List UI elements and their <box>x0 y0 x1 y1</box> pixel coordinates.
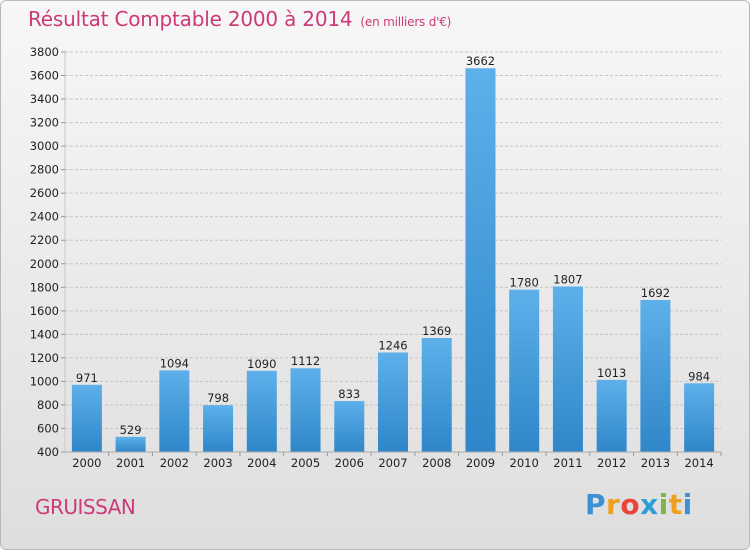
value-label-2006: 833 <box>338 387 360 401</box>
y-tick-label: 3000 <box>30 139 59 153</box>
value-label-2014: 984 <box>688 369 710 383</box>
bar-2009 <box>465 68 496 452</box>
y-tick-label: 3400 <box>30 92 59 106</box>
y-tick-label: 3600 <box>30 69 59 83</box>
value-label-2009: 3662 <box>466 54 495 68</box>
x-tick-label-2012: 2012 <box>597 456 626 470</box>
bar-2013 <box>640 300 671 452</box>
bar-2003 <box>203 405 234 452</box>
logo-letter: P <box>585 488 607 521</box>
value-label-2011: 1807 <box>553 272 582 286</box>
title-text: Résultat Comptable 2000 à 2014 <box>28 7 353 31</box>
x-tick-label-2004: 2004 <box>247 456 276 470</box>
logo-letter: t <box>668 488 683 521</box>
y-tick-label: 3800 <box>30 45 59 59</box>
x-tick-label-2003: 2003 <box>203 456 232 470</box>
x-tick-label-2005: 2005 <box>291 456 320 470</box>
y-tick-label: 1800 <box>30 280 59 294</box>
x-tick-label-2006: 2006 <box>335 456 364 470</box>
logo-letter: r <box>606 488 621 521</box>
logo-letter: i <box>682 488 693 521</box>
x-tick-label-2009: 2009 <box>466 456 495 470</box>
bar-2014 <box>684 383 715 452</box>
x-tick-label-2010: 2010 <box>510 456 539 470</box>
x-tick-label-2008: 2008 <box>422 456 451 470</box>
x-tick-label-2014: 2014 <box>684 456 713 470</box>
value-label-2001: 529 <box>120 423 142 437</box>
y-tick-label: 1000 <box>30 374 59 388</box>
y-tick-label: 2600 <box>30 186 59 200</box>
y-tick-label: 2400 <box>30 210 59 224</box>
x-tick-label-2007: 2007 <box>378 456 407 470</box>
value-label-2003: 798 <box>207 391 229 405</box>
value-label-2000: 971 <box>76 371 98 385</box>
y-tick-label: 800 <box>37 398 59 412</box>
y-tick-label: 1600 <box>30 304 59 318</box>
bar-2011 <box>552 286 583 452</box>
bar-2012 <box>596 379 627 452</box>
y-tick-label: 400 <box>37 445 59 459</box>
value-label-2005: 1112 <box>291 354 320 368</box>
x-tick-label-2011: 2011 <box>553 456 582 470</box>
y-tick-label: 1400 <box>30 327 59 341</box>
value-label-2010: 1780 <box>510 276 539 290</box>
value-label-2013: 1692 <box>641 286 670 300</box>
y-tick-label: 2800 <box>30 163 59 177</box>
logo-letter: i <box>658 488 669 521</box>
bar-2010 <box>509 289 540 452</box>
value-label-2004: 1090 <box>247 357 276 371</box>
x-tick-label-2001: 2001 <box>116 456 145 470</box>
bar-2007 <box>378 352 408 452</box>
bar-2001 <box>115 436 146 452</box>
title-unit: (en milliers d'€) <box>360 15 452 29</box>
value-label-2012: 1013 <box>597 366 626 380</box>
logo-letter: o <box>620 488 641 521</box>
value-label-2008: 1369 <box>422 324 451 338</box>
chart-title: Résultat Comptable 2000 à 2014 (en millie… <box>28 7 451 31</box>
bar-2000 <box>71 384 102 452</box>
bar-2008 <box>421 338 452 452</box>
x-tick-label-2000: 2000 <box>72 456 101 470</box>
y-tick-label: 2000 <box>30 257 59 271</box>
value-label-2007: 1246 <box>378 338 407 352</box>
proxiti-logo: Proxiti <box>585 488 693 521</box>
logo-letter: x <box>640 488 659 521</box>
x-tick-label-2002: 2002 <box>160 456 189 470</box>
y-tick-label: 1200 <box>30 351 59 365</box>
x-tick-label-2013: 2013 <box>641 456 670 470</box>
bar-2002 <box>159 370 190 452</box>
value-label-2002: 1094 <box>160 356 189 370</box>
bar-2005 <box>290 368 321 452</box>
y-tick-label: 2200 <box>30 233 59 247</box>
y-tick-label: 3200 <box>30 116 59 130</box>
y-tick-label: 600 <box>37 421 59 435</box>
bar-2006 <box>334 401 365 452</box>
bar-2004 <box>246 370 277 452</box>
place-name: GRUISSAN <box>35 495 136 519</box>
